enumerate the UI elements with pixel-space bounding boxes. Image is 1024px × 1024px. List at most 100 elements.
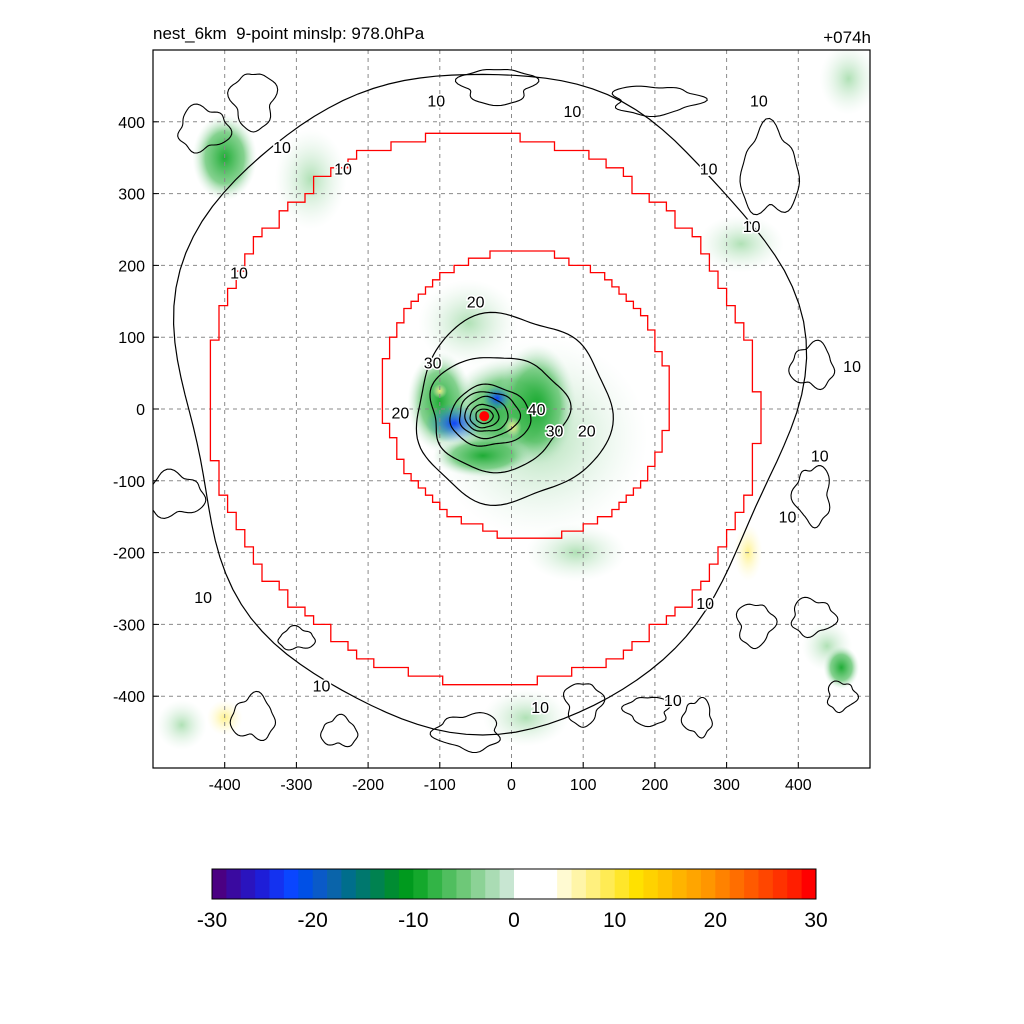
colorbar-cell-30 [643,869,659,899]
colorbar-tick-label-3: 0 [508,909,520,932]
shade-blob-14 [697,215,784,273]
contour-label-8: 10 [843,359,861,376]
colorbar-cell-14 [413,869,429,899]
contour-small-9 [277,624,316,651]
y-tick-label-8: -400 [113,689,145,706]
chart-title: nest_6km 9-point minslp: 978.0hPa [153,24,425,43]
contour-small-4 [788,339,836,391]
colorbar-cell-34 [700,869,716,899]
contour-label-7: 10 [230,266,248,283]
contour-small-3 [739,117,801,216]
contour-ring-5 [429,357,572,474]
shade-blob-11 [819,50,870,115]
x-tick-label-4: 0 [507,777,516,794]
y-tick-label-2: 200 [118,258,145,275]
colorbar-cell-23 [542,869,558,899]
y-tick-label-4: 0 [136,402,145,419]
colorbar-cell-38 [758,869,774,899]
center-marker-group [479,411,490,422]
colorbar-cell-35 [715,869,731,899]
x-tick-label-5: 100 [570,777,597,794]
contour-ring-3 [459,391,522,440]
colorbar-cell-36 [729,869,745,899]
colorbar-cell-17 [456,869,472,899]
contour-label-11: 10 [194,590,212,607]
colorbar-cell-12 [384,869,400,899]
colorbar-cell-39 [772,869,788,899]
colorbar-tick-label-4: 10 [603,909,626,932]
contour-label-6: 10 [743,219,761,236]
contour-small-2 [177,103,233,154]
y-tick-label-6: -200 [113,546,145,563]
colorbar-cell-41 [801,869,817,899]
colorbar-tick-label-5: 20 [704,909,727,932]
contour-small-5 [790,465,831,529]
y-tick-label-3: 100 [118,330,145,347]
colorbar-cell-22 [528,869,544,899]
forecast-hour-label: +074h [823,28,871,47]
shade-blob-2 [497,344,577,467]
colorbar-cell-2 [240,869,256,899]
contour-small-15 [153,468,207,519]
shade-blob-13 [823,645,860,690]
colorbar-tick-label-0: -30 [197,909,227,932]
contour-label-13: 10 [313,678,331,695]
colorbar-cell-11 [370,869,385,899]
x-tick-label-8: 400 [785,777,812,794]
colorbar-cell-28 [614,869,630,899]
contour-small-1 [611,85,708,118]
contour-label-0: 10 [273,140,291,157]
contour-lines [153,69,859,754]
contour-label-10: 10 [779,510,797,527]
colorbar: -30 -20 -10 0 10 20 30 [197,868,828,932]
x-axis: -400 -300 -200 -100 0 100 200 300 400 [209,762,812,794]
inner-boundary-ring [381,250,670,539]
shade-blob-15 [156,699,207,751]
contour-label-12: 10 [696,596,714,613]
contour-small-7 [735,603,778,650]
contour-ring-2 [464,395,509,432]
contour-small-14 [826,680,859,714]
shade-blob-18 [482,689,569,747]
contour-small-8 [790,596,839,639]
colorbar-tick-label-2: -10 [398,909,428,932]
contour-label-2: 10 [334,161,352,178]
colorbar-frame [211,868,817,900]
contour-label-15: 10 [664,693,682,710]
shade-blob-20 [432,383,447,399]
inner-boundary-lines [209,132,762,686]
y-axis: 400 300 200 100 0 -100 -200 -300 -400 [113,115,159,706]
contour-label-1: 10 [427,93,445,110]
colorbar-cell-29 [629,869,644,899]
contour-small-17 [680,696,713,739]
colorbar-cell-31 [657,869,673,899]
colorbar-cell-0 [212,869,227,899]
contour-label-21: 40 [528,402,546,419]
contour-label-19: 30 [424,355,442,372]
plot-area: 10 10 10 10 10 10 10 10 10 10 10 10 10 10 10 10 20 20 20 30… [153,50,870,768]
contour-label-9: 10 [811,449,829,466]
x-tick-label-2: -200 [352,777,384,794]
contour-label-17: 20 [578,424,596,441]
colorbar-cell-3 [255,869,270,899]
colorbar-cell-16 [442,869,457,899]
center-marker [479,411,490,422]
shade-blob-6 [432,434,534,478]
x-tick-label-6: 200 [642,777,669,794]
colorbar-tick-label-1: -20 [297,909,327,932]
contour-labels: 10 10 10 10 10 10 10 10 10 10 10 10 10 10 10 10 20 20 20 30… [193,92,863,719]
colorbar-cell-5 [283,869,299,899]
colorbar-cell-6 [298,869,314,899]
colorbar-cell-4 [269,869,285,899]
colorbar-cell-40 [787,869,803,899]
shade-blob-7 [418,279,519,366]
y-tick-label-1: 300 [118,187,145,204]
colorbar-cell-26 [585,869,601,899]
contour-label-16: 20 [467,294,485,311]
colorbar-cell-37 [744,869,759,899]
field-shading [156,50,870,751]
colorbar-cell-18 [470,869,486,899]
colorbar-cell-19 [485,869,501,899]
colorbar-cell-27 [600,869,616,899]
colorbar-cell-1 [226,869,242,899]
